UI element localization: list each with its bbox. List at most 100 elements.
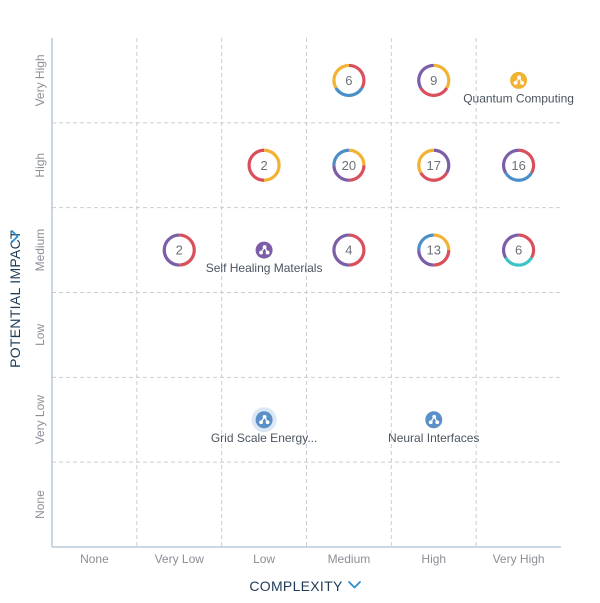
cluster-bubble[interactable]: 17	[417, 148, 451, 182]
point-label: Neural Interfaces	[388, 431, 479, 445]
cluster-ring-segment	[247, 148, 265, 182]
point-marker	[255, 411, 273, 429]
cluster-bubble-fill	[333, 150, 364, 181]
point-label: Quantum Computing	[463, 91, 574, 105]
cluster-ring-segment	[502, 233, 519, 259]
cluster-count: 2	[260, 158, 267, 173]
cluster-ring-segment	[332, 233, 350, 267]
points: Quantum Computing Self Healing Materials G…	[206, 71, 574, 445]
cluster-bubble-fill	[418, 150, 449, 181]
cluster-bubble-fill	[333, 235, 364, 266]
y-tick-label: Medium	[33, 229, 47, 272]
cluster-bubble-fill	[418, 235, 449, 266]
cluster-bubble[interactable]: 2	[247, 148, 281, 182]
cluster-ring-segment	[433, 249, 451, 267]
point-marker	[510, 71, 528, 89]
cluster-ring-segment	[348, 148, 366, 166]
cluster-ring-segment	[419, 171, 449, 182]
y-axis-title[interactable]: POTENTIAL IMPACT	[7, 230, 23, 368]
cluster-bubble[interactable]: 6	[332, 63, 366, 98]
cluster-ring-segment	[417, 249, 434, 267]
cluster-count: 2	[176, 243, 183, 258]
cluster-count: 16	[511, 158, 525, 173]
point-label: Self Healing Materials	[206, 261, 323, 275]
link-nodes-icon	[513, 75, 524, 85]
cluster-bubble[interactable]: 4	[332, 233, 366, 267]
cluster-ring-segment	[263, 148, 281, 182]
grid-lines	[52, 38, 561, 547]
x-tick-label: Low	[253, 552, 275, 566]
cluster-ring-segment	[433, 63, 451, 89]
cluster-count: 4	[345, 243, 352, 258]
technology-point[interactable]: Grid Scale Energy...	[211, 407, 318, 445]
link-nodes-icon	[259, 414, 270, 425]
y-axis-title-text: POTENTIAL IMPACT	[7, 230, 23, 368]
cluster-ring-segment	[433, 233, 451, 251]
y-tick-label: Very Low	[33, 395, 47, 445]
technology-point[interactable]: Self Healing Materials	[206, 241, 323, 276]
cluster-ring-segment	[518, 148, 536, 174]
cluster-bubble-fill	[333, 65, 364, 96]
cluster-ring-segment	[332, 165, 350, 182]
x-tick-label: Very Low	[155, 552, 205, 566]
cluster-bubble-fill	[503, 235, 534, 266]
cluster-count: 13	[427, 243, 441, 258]
y-tick-label: None	[33, 490, 47, 519]
cluster-ring-segment	[504, 171, 533, 182]
cluster-ring-segment	[504, 256, 533, 267]
link-nodes-icon	[259, 245, 270, 255]
cluster-bubble-fill	[503, 150, 534, 181]
technology-point[interactable]: Neural Interfaces	[388, 411, 479, 445]
y-tick-label: Very High	[33, 54, 47, 106]
cluster-ring-segment	[502, 148, 519, 174]
cluster-count: 6	[345, 73, 352, 88]
cluster-ring-segment	[433, 148, 451, 174]
cluster-bubble-fill	[249, 150, 280, 181]
x-tick-label: Very High	[493, 552, 545, 566]
point-label: Grid Scale Energy...	[211, 431, 318, 445]
cluster-count: 9	[430, 73, 437, 88]
chevron-down-icon[interactable]	[348, 581, 361, 589]
cluster-ring-segment	[162, 233, 180, 267]
axes	[51, 38, 561, 548]
cluster-ring-segment	[348, 63, 366, 89]
point-marker	[255, 241, 273, 259]
x-tick-labels: None Very Low Low Medium High Very High	[80, 552, 545, 566]
x-tick-label: None	[80, 552, 109, 566]
cluster-bubble[interactable]: 9	[417, 63, 451, 98]
x-axis-title-text: COMPLEXITY	[249, 578, 343, 594]
cluster-bubble[interactable]: 2	[162, 233, 196, 267]
cluster-bubble-fill	[418, 65, 449, 96]
x-tick-label: High	[421, 552, 446, 566]
chevron-right-icon[interactable]	[11, 230, 19, 243]
cluster-ring-segment	[417, 148, 434, 174]
x-axis-title[interactable]: COMPLEXITY	[249, 578, 361, 594]
y-tick-labels: None Very Low Low Medium High Very High	[33, 54, 47, 519]
cluster-ring-segment	[419, 87, 449, 98]
x-tick-label: Medium	[328, 552, 371, 566]
cluster-ring-segment	[332, 148, 350, 166]
cluster-bubble[interactable]: 20	[332, 148, 366, 182]
cluster-ring-segment	[179, 233, 196, 267]
cluster-count: 20	[342, 158, 356, 173]
y-tick-label: Low	[33, 324, 47, 346]
cluster-bubble[interactable]: 16	[502, 148, 536, 182]
technology-point[interactable]: Quantum Computing	[463, 71, 574, 106]
cluster-bubble[interactable]: 6	[502, 233, 536, 267]
y-tick-label: High	[33, 153, 47, 178]
cluster-bubble[interactable]: 13	[417, 233, 451, 267]
cluster-count: 17	[427, 158, 441, 173]
clusters: 6 9 2 20 17 16 2 4 13 6	[162, 63, 536, 267]
cluster-ring-segment	[332, 63, 350, 89]
cluster-ring-segment	[417, 63, 434, 89]
point-marker	[425, 411, 443, 429]
cluster-ring-segment	[334, 87, 364, 98]
link-nodes-icon	[428, 414, 440, 425]
cluster-ring-segment	[417, 233, 434, 251]
cluster-ring-segment	[518, 233, 536, 259]
cluster-bubble-fill	[164, 235, 195, 266]
cluster-ring-segment	[348, 165, 366, 182]
cluster-ring-segment	[348, 233, 366, 267]
cluster-count: 6	[515, 243, 522, 258]
